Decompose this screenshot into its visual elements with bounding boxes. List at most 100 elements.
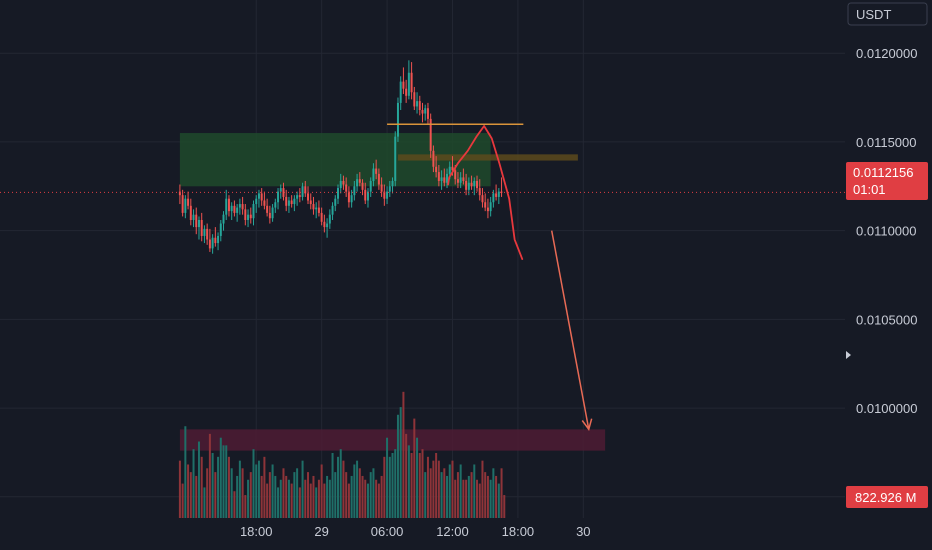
candle [263,200,266,206]
candle [478,188,481,196]
candle [470,182,473,187]
volume-bar [405,433,408,518]
volume-bar [203,487,206,518]
y-axis: 0.0120000 0.0115000 0.0110000 0.0105000 0.01… [856,46,917,505]
candle [320,212,323,222]
candle [429,118,432,151]
candle [413,92,416,107]
x-tick-label: 06:00 [371,524,404,539]
volume-bar [236,475,239,518]
candle [296,195,299,199]
arrow-head-icon [581,418,593,432]
countdown-label: 01:01 [853,182,886,197]
volume-bar [290,483,293,518]
candle [418,101,421,110]
currency-box-frame [847,2,928,26]
volume-bar [446,475,449,518]
volume-bar [345,472,348,518]
candle [189,205,192,220]
volume-bar [413,418,416,518]
candle [451,166,454,171]
candle [241,204,244,210]
x-tick-label: 18:00 [502,524,535,539]
candle [407,72,410,96]
candle [178,191,181,196]
candle [197,220,200,228]
volume-bar [334,472,337,518]
candle [377,173,380,185]
candle [342,180,345,185]
volume-bar [315,487,318,518]
candle [217,235,220,244]
candle [192,214,195,220]
candle [211,237,214,249]
candle [347,191,350,203]
candle [443,177,446,183]
candle [287,200,290,206]
volume-bar [489,479,492,518]
volume-bar [255,464,258,518]
candle [424,108,427,114]
drawings [387,123,593,432]
candle [345,184,348,192]
volume-bar [307,472,310,518]
candle [399,81,402,103]
volume-bar [339,449,342,518]
candle [432,150,435,167]
volume-bar [263,456,266,518]
candle [391,180,394,187]
candles [178,60,503,254]
volume-bar [361,475,364,518]
candle [260,193,263,201]
candle [386,191,389,199]
x-tick-label: 30 [576,524,590,539]
x-axis: 18:00 29 06:00 12:00 18:00 30 [240,524,591,539]
candle [225,198,228,215]
y-tick-label: 0.0120000 [856,46,917,61]
candle [309,200,312,205]
volume-bar [369,472,372,518]
candle [437,172,440,181]
candle [293,198,296,205]
volume-bar [222,445,225,518]
candle [364,189,367,201]
candle [448,166,451,174]
candle [257,193,260,199]
currency-box[interactable]: USDT [847,2,928,26]
candle [421,110,424,114]
volume-bar [178,460,181,518]
volume-bar [456,472,459,518]
candle [467,182,470,190]
candle [236,207,239,213]
candle [394,136,397,181]
candle [369,180,372,192]
candle [317,207,320,213]
volume-bar [366,483,369,518]
candle [323,221,326,228]
y-tick-label: 0.0100000 [856,401,917,416]
volume-bar [309,483,312,518]
volume-bar [317,479,320,518]
current-price-tag: 0.0112156 01:01 [846,162,928,200]
y-tick-label: 0.0105000 [856,312,917,327]
candle [358,179,361,183]
candle [304,186,307,194]
candle [331,205,334,215]
volume-bar [432,460,435,518]
candle [279,188,282,192]
candle [405,88,408,96]
candle [282,188,285,197]
candle [195,214,198,228]
candle [396,102,399,137]
scroll-marker-icon[interactable] [846,351,851,359]
volume-bar [383,456,386,518]
volume-bar [465,479,468,518]
candle [247,214,250,220]
candle [361,182,364,190]
volume-bar [238,460,241,518]
volume-bar [451,460,454,518]
candle [315,207,318,210]
volume-bar [326,475,329,518]
volume-bar [429,468,432,518]
